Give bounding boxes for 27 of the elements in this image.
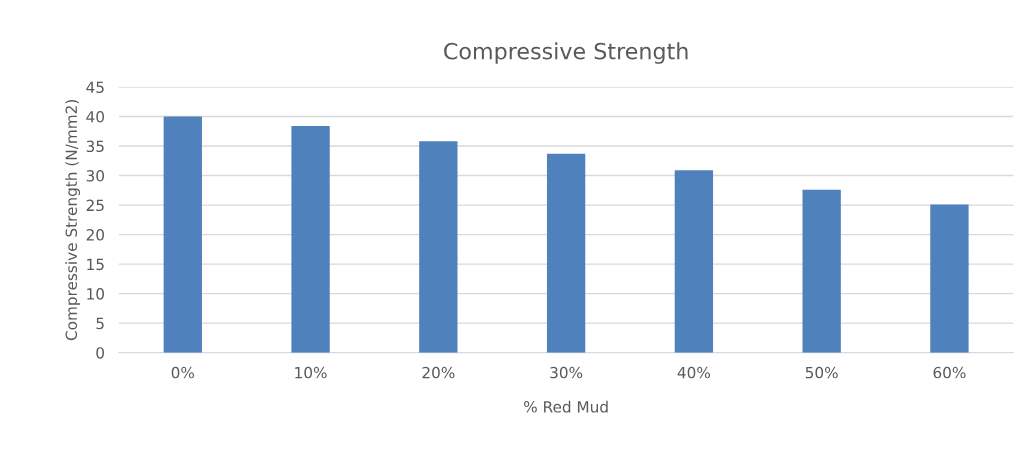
x-tick-label: 0% [171,366,195,379]
x-tick-label: 20% [422,366,455,379]
bar [930,204,969,353]
bar [802,189,841,353]
x-tick-label: 30% [550,366,583,379]
chart-title: Compressive Strength [444,42,688,64]
bar [546,153,586,353]
y-tick-label: 10 [87,288,105,300]
bar [419,141,458,353]
x-tick-label: 10% [295,366,327,379]
y-tick-label: 35 [86,140,104,153]
x-tick-label: 40% [677,366,711,379]
y-axis-title: Compressive Strength (N/mm2) [65,100,81,341]
x-tick-label: 50% [805,366,838,379]
x-axis-title: % Red Mud [524,400,608,413]
y-tick-label: 45 [86,81,104,94]
x-tick-label: 60% [933,366,966,379]
y-tick-label: 30 [86,170,105,182]
y-tick-label: 25 [86,199,104,212]
bar [163,116,202,353]
y-tick-label: 15 [87,258,104,271]
y-tick-label: 5 [96,317,104,330]
bar [674,170,714,353]
y-tick-label: 40 [86,111,105,123]
y-tick-label: 20 [86,229,105,241]
y-tick-label: 0 [96,347,105,359]
bar [291,125,330,353]
